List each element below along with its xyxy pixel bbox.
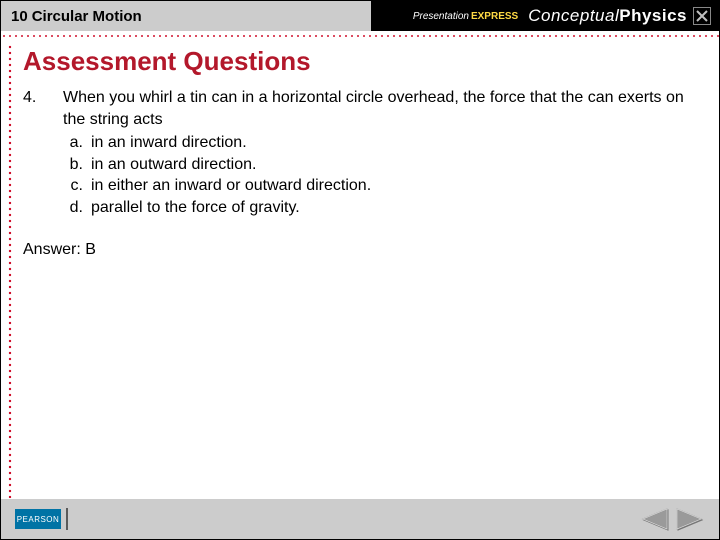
- option-text: in an outward direction.: [91, 154, 256, 176]
- content: Assessment Questions 4. When you whirl a…: [17, 38, 719, 498]
- section-title: Assessment Questions: [23, 46, 695, 77]
- options-list: a. in an inward direction. b. in an outw…: [63, 132, 695, 218]
- question-block: 4. When you whirl a tin can in a horizon…: [23, 87, 695, 219]
- option: d. parallel to the force of gravity.: [63, 197, 695, 219]
- publisher-badge: PEARSON: [15, 508, 68, 530]
- presentation-word: Presentation: [413, 11, 469, 22]
- option-letter: d.: [63, 197, 91, 219]
- slide: 10 Circular Motion Presentation EXPRESS …: [0, 0, 720, 540]
- next-button[interactable]: [675, 507, 705, 531]
- option: b. in an outward direction.: [63, 154, 695, 176]
- chapter-number: 10: [11, 8, 28, 25]
- option-text: in an inward direction.: [91, 132, 247, 154]
- answer-line: Answer: B: [23, 241, 695, 259]
- option-text: in either an inward or outward direction…: [91, 175, 371, 197]
- book-title: ConceptualPhysics: [528, 6, 687, 26]
- nav-controls: [639, 507, 705, 531]
- close-icon: [696, 10, 708, 22]
- book-main: Physics: [619, 6, 687, 25]
- option: a. in an inward direction.: [63, 132, 695, 154]
- question-number: 4.: [23, 87, 63, 219]
- publisher-name: PEARSON: [15, 509, 61, 529]
- presentation-express-label: Presentation EXPRESS: [413, 11, 518, 22]
- footer-bar: PEARSON: [1, 499, 719, 539]
- chapter-header: 10 Circular Motion: [1, 1, 371, 31]
- content-area: Assessment Questions 4. When you whirl a…: [1, 38, 719, 498]
- option-letter: c.: [63, 175, 91, 197]
- option-letter: a.: [63, 132, 91, 154]
- top-bar: 10 Circular Motion Presentation EXPRESS …: [1, 1, 719, 31]
- dotted-rule-vertical: [7, 44, 13, 498]
- option-text: parallel to the force of gravity.: [91, 197, 300, 219]
- brand-bar: Presentation EXPRESS ConceptualPhysics: [371, 1, 719, 31]
- chapter-title: Circular Motion: [32, 8, 142, 25]
- option-letter: b.: [63, 154, 91, 176]
- question-body: When you whirl a tin can in a horizontal…: [63, 87, 695, 219]
- prev-button[interactable]: [639, 507, 669, 531]
- book-prefix: Conceptual: [528, 6, 619, 25]
- express-word: EXPRESS: [471, 11, 518, 22]
- question-stem: When you whirl a tin can in a horizontal…: [63, 87, 695, 130]
- close-button[interactable]: [693, 7, 711, 25]
- publisher-bar-icon: [66, 508, 68, 530]
- option: c. in either an inward or outward direct…: [63, 175, 695, 197]
